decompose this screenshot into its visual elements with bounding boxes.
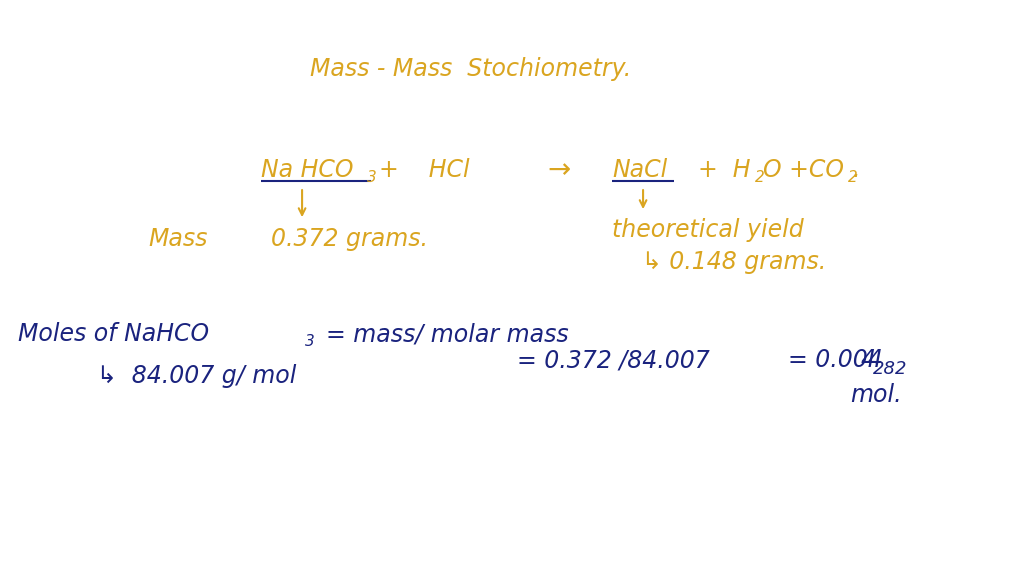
Text: Moles of NaHCO: Moles of NaHCO (18, 322, 210, 346)
Text: →: → (548, 156, 571, 184)
Text: mol.: mol. (850, 382, 901, 407)
Text: 2: 2 (755, 170, 765, 185)
Text: Mass: Mass (148, 227, 208, 251)
Text: NaCl: NaCl (612, 158, 668, 182)
Text: 0.372 grams.: 0.372 grams. (271, 227, 428, 251)
Text: .: . (853, 158, 860, 182)
Text: 4: 4 (860, 348, 876, 372)
Text: = 0.004: = 0.004 (788, 348, 884, 372)
Text: = 0.372 /84.007: = 0.372 /84.007 (517, 348, 710, 372)
Text: theoretical yield: theoretical yield (612, 218, 804, 242)
Text: ↳ 0.148 grams.: ↳ 0.148 grams. (642, 250, 826, 274)
Text: +    HCl: + HCl (379, 158, 470, 182)
Text: 2: 2 (848, 170, 858, 185)
Text: 3: 3 (305, 334, 315, 349)
Text: Na HCO: Na HCO (261, 158, 353, 182)
Text: 3: 3 (367, 170, 377, 185)
Text: 282: 282 (872, 359, 907, 378)
Text: +  H: + H (698, 158, 751, 182)
Text: ↳  84.007 g/ mol: ↳ 84.007 g/ mol (97, 363, 297, 388)
Text: = mass/ molar mass: = mass/ molar mass (326, 322, 568, 346)
Text: O +CO: O +CO (763, 158, 844, 182)
Text: Mass - Mass  Stochiometry.: Mass - Mass Stochiometry. (310, 57, 632, 81)
